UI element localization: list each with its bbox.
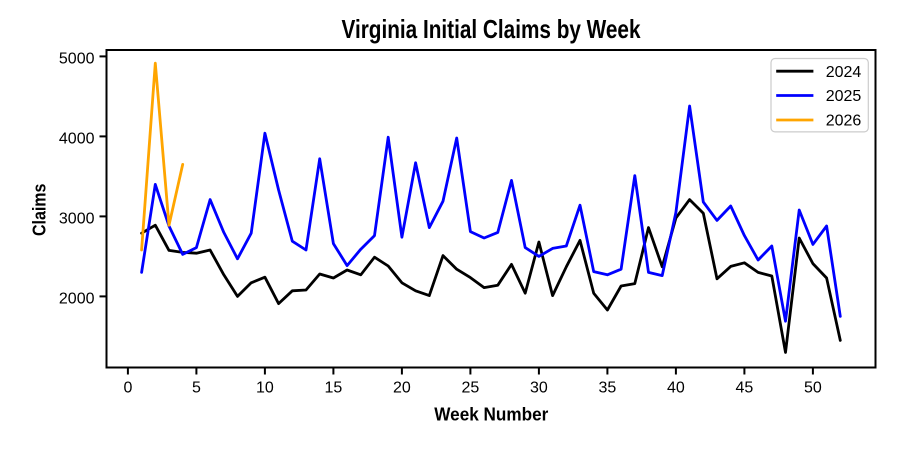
svg-text:2000: 2000 [59,290,95,307]
svg-text:35: 35 [599,380,617,397]
svg-text:15: 15 [325,380,343,397]
svg-text:2026: 2026 [826,113,862,130]
svg-text:20: 20 [393,380,411,397]
svg-text:45: 45 [736,380,754,397]
svg-text:50: 50 [804,380,822,397]
svg-text:Virginia Initial Claims by Wee: Virginia Initial Claims by Week [342,14,641,44]
svg-text:3000: 3000 [59,210,95,227]
svg-text:0: 0 [123,380,132,397]
svg-text:2024: 2024 [826,64,862,81]
svg-text:10: 10 [256,380,274,397]
svg-text:4000: 4000 [59,130,95,147]
svg-text:2025: 2025 [826,88,862,105]
svg-text:Claims: Claims [30,184,50,237]
svg-text:25: 25 [462,380,480,397]
svg-text:40: 40 [667,380,685,397]
svg-text:30: 30 [530,380,548,397]
svg-text:Week Number: Week Number [434,405,548,425]
svg-text:5: 5 [192,380,201,397]
svg-text:5000: 5000 [59,50,95,67]
